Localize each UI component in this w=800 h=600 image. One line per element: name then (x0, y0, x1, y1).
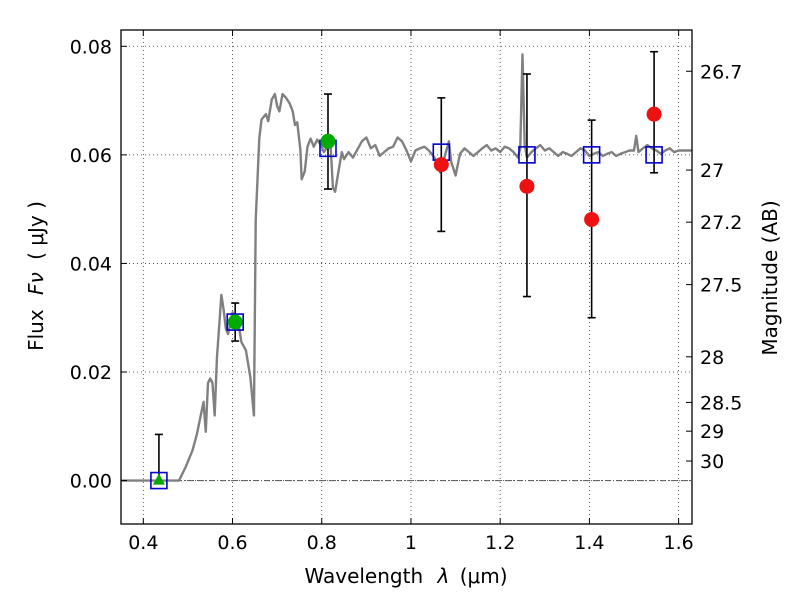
model-photometry-square (518, 146, 536, 164)
x-axis-label: Wavelength λ (μm) (304, 564, 507, 588)
y-tick-labels: 0.00 0.02 0.04 0.06 0.08 (70, 36, 112, 492)
nir_detection-point (646, 106, 662, 122)
y2-tick-labels: 26.7 27 27.2 27.5 28 28.5 29 30 (700, 61, 742, 473)
y-tick-label: 0.00 (70, 471, 112, 493)
nir_detection-point (433, 157, 449, 173)
data-markers (150, 106, 663, 490)
tick-marks (121, 30, 692, 524)
model-photometry-square (226, 313, 244, 331)
model-photometry-square (150, 471, 168, 490)
x-tick-label: 1.6 (664, 532, 694, 554)
nir_detection-point (519, 178, 535, 194)
y-tick-label: 0.02 (70, 362, 112, 384)
sed-model-line (121, 53, 692, 482)
y-tick-label: 0.06 (70, 145, 112, 167)
y2-tick-label: 29 (700, 421, 724, 443)
model-photometry-square (645, 146, 663, 164)
optical_detection-point (320, 133, 336, 149)
error-bars (154, 50, 659, 481)
y2-tick-label: 27.5 (700, 275, 742, 297)
x-tick-label: 1.2 (485, 532, 515, 554)
nir_detection-point (584, 211, 600, 227)
grid (121, 30, 692, 524)
upper-limit-triangle (152, 473, 165, 485)
x-tick-label: 1 (405, 532, 417, 554)
x-tick-label: 0.4 (128, 532, 158, 554)
plot-frame (120, 29, 693, 525)
y2-tick-label: 28.5 (700, 392, 742, 414)
y-tick-label: 0.08 (70, 36, 112, 58)
y2-tick-label: 26.7 (700, 61, 742, 83)
y2-tick-label: 27.2 (700, 212, 742, 234)
optical_detection-point (227, 314, 243, 330)
x-tick-label: 1.4 (574, 532, 604, 554)
y2-tick-label: 30 (700, 451, 724, 473)
y2-tick-label: 27 (700, 160, 724, 182)
x-tick-label: 0.8 (307, 532, 337, 554)
x-tick-label: 0.6 (217, 532, 247, 554)
y2-tick-label: 28 (700, 347, 724, 369)
y-axis-label: Flux Fν ( μJy ) (24, 201, 48, 351)
y-tick-label: 0.04 (70, 253, 112, 275)
model-photometry-square (582, 146, 601, 164)
sed-model-curve (121, 53, 692, 482)
x-tick-labels: 0.4 0.6 0.8 1 1.2 1.4 1.6 (128, 532, 694, 554)
y2-axis-label: Magnitude (AB) (758, 200, 782, 355)
